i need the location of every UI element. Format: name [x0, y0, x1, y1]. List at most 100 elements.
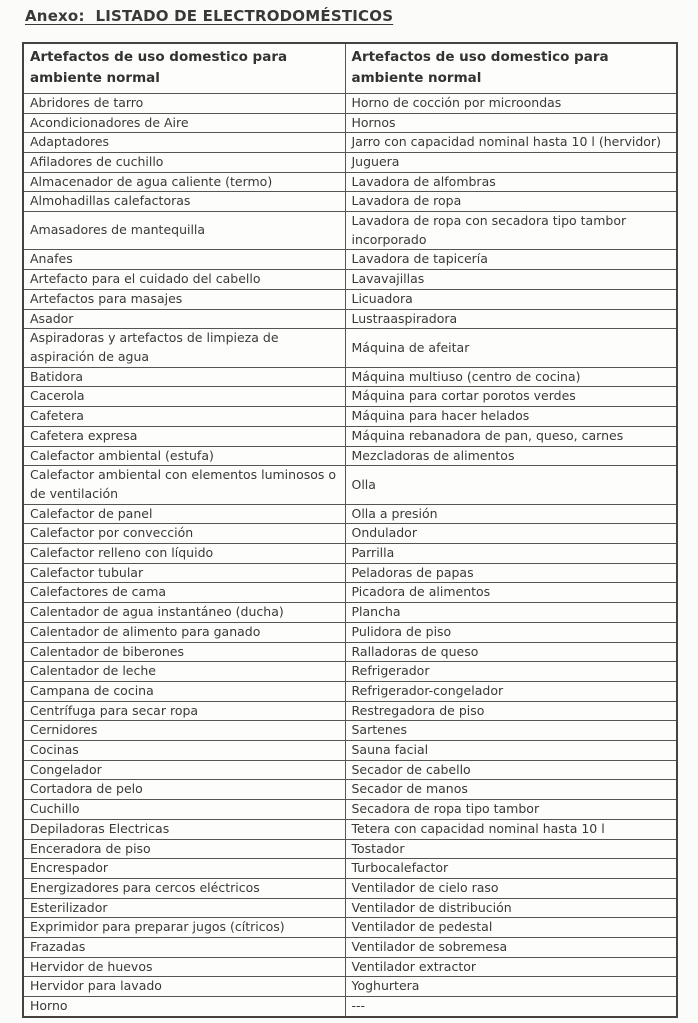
table-row: Almohadillas calefactoras Lavadora de rop…	[22, 191, 678, 213]
column-header-left: Artefactos de uso domestico para ambient…	[22, 42, 346, 94]
appliance-cell: Abridores de tarro	[22, 92, 346, 114]
appliance-cell: Anafes	[22, 249, 346, 271]
table-row: Cafetera Máquina para hacer helados	[22, 406, 678, 427]
appliance-cell: Ondulador	[344, 523, 678, 545]
appliance-cell: Hornos	[344, 112, 678, 134]
column-header-right: Artefactos de uso domestico para ambient…	[344, 42, 678, 94]
header-row: Artefactos de uso domestico para ambient…	[22, 42, 678, 94]
appliance-cell: Secador de manos	[344, 779, 678, 801]
table-row: Enceradora de piso Tostador	[22, 838, 678, 860]
table-row: Calefactor de panel Olla a presión	[22, 503, 678, 525]
appliance-cell: Energizadores para cercos eléctricos	[22, 877, 346, 899]
table-row: Calefactores de cama Picadora de alimento…	[22, 582, 678, 604]
table-row: Calefactor ambiental con elementos lumin…	[22, 465, 678, 505]
table-row: Artefacto para el cuidado del cabello Lav…	[22, 269, 678, 290]
appliance-cell: Máquina para hacer helados	[344, 406, 678, 427]
appliance-cell: Aspiradoras y artefactos de limpieza de …	[22, 328, 346, 368]
appliance-cell: Restregadora de piso	[344, 700, 678, 722]
table-row: Cafetera expresa Máquina rebanadora de pa…	[22, 425, 678, 447]
appliance-cell: Turbocalefactor	[344, 858, 678, 879]
appliance-cell: Hervidor de huevos	[22, 956, 346, 978]
appliance-cell: Artefactos para masajes	[22, 288, 346, 310]
appliance-cell: Campana de cocina	[22, 680, 346, 702]
appliance-cell: Olla a presión	[344, 503, 678, 525]
appliance-cell: Depiladoras Electricas	[22, 818, 346, 840]
appliance-cell: Asador	[22, 308, 346, 330]
table-row: Amasadores de mantequilla Lavadora de rop…	[22, 211, 678, 251]
appliance-cell: Cuchillo	[22, 799, 346, 820]
appliance-table: Artefactos de uso domestico para ambient…	[22, 42, 678, 1018]
appliance-cell: Esterilizador	[22, 897, 346, 919]
appliance-cell: Frazadas	[22, 937, 346, 958]
appliance-cell: Horno de cocción por microondas	[344, 92, 678, 114]
table-row: Congelador Secador de cabello	[22, 759, 678, 781]
appliance-cell: Máquina multiuso (centro de cocina)	[344, 366, 678, 388]
table-row: Calefactor ambiental (estufa) Mezcladoras…	[22, 445, 678, 467]
table-row: Frazadas Ventilador de sobremesa	[22, 937, 678, 958]
appliance-cell: Plancha	[344, 602, 678, 623]
table-row: Calentador de biberones Ralladoras de que…	[22, 641, 678, 663]
appliance-cell: Calefactor por convección	[22, 523, 346, 545]
appliance-cell: Máquina de afeitar	[344, 328, 678, 368]
table-row: Adaptadores Jarro con capacidad nominal h…	[22, 132, 678, 153]
appliance-cell: Cocinas	[22, 740, 346, 761]
appliance-cell: Sauna facial	[344, 740, 678, 761]
appliance-cell: Calefactor ambiental (estufa)	[22, 445, 346, 467]
appliance-cell: Calefactor ambiental con elementos lumin…	[22, 465, 346, 505]
table-row: Calefactor tubular Peladoras de papas	[22, 562, 678, 584]
appliance-cell: Almacenador de agua caliente (termo)	[22, 171, 346, 193]
appliance-cell: Cacerola	[22, 386, 346, 408]
appliance-cell: Artefacto para el cuidado del cabello	[22, 269, 346, 290]
appliance-cell: Afiladores de cuchillo	[22, 151, 346, 173]
appliance-cell: Almohadillas calefactoras	[22, 191, 346, 213]
appliance-cell: Calentador de agua instantáneo (ducha)	[22, 602, 346, 623]
appliance-cell: Refrigerador	[344, 661, 678, 682]
table-row: Almacenador de agua caliente (termo) Lava…	[22, 171, 678, 193]
table-row: Calefactor por convección Ondulador	[22, 523, 678, 545]
appliance-cell: Congelador	[22, 759, 346, 781]
table-row: Cuchillo Secadora de ropa tipo tambor	[22, 799, 678, 820]
page-title: Anexo: LISTADO DE ELECTRODOMÉSTICOS	[25, 7, 394, 25]
appliance-cell: Tostador	[344, 838, 678, 860]
appliance-cell: Sartenes	[344, 720, 678, 742]
appliance-cell: Calentador de leche	[22, 661, 346, 682]
table-row: Encrespador Turbocalefactor	[22, 858, 678, 879]
appliance-cell: Calentador de alimento para ganado	[22, 621, 346, 643]
appliance-cell: Calefactor tubular	[22, 562, 346, 584]
appliance-cell: Lavadora de ropa	[344, 191, 678, 213]
appliance-cell: Lavavajillas	[344, 269, 678, 290]
table-row: Afiladores de cuchillo Juguera	[22, 151, 678, 173]
appliance-cell: Hervidor para lavado	[22, 976, 346, 998]
appliance-cell: Cafetera expresa	[22, 425, 346, 447]
appliance-cell: Lavadora de ropa con secadora tipo tambo…	[344, 211, 678, 251]
appliance-cell: Enceradora de piso	[22, 838, 346, 860]
table-row: Esterilizador Ventilador de distribución	[22, 897, 678, 919]
appliance-cell: Horno	[22, 996, 346, 1018]
table-row: Asador Lustraaspiradora	[22, 308, 678, 330]
appliance-cell: Cafetera	[22, 406, 346, 427]
table-row: Cernidores Sartenes	[22, 720, 678, 742]
appliance-cell: Cernidores	[22, 720, 346, 742]
appliance-cell: Batidora	[22, 366, 346, 388]
appliance-cell: Centrífuga para secar ropa	[22, 700, 346, 722]
table-row: Calentador de agua instantáneo (ducha) Pl…	[22, 602, 678, 623]
table-row: Depiladoras Electricas Tetera con capacid…	[22, 818, 678, 840]
appliance-cell: Licuadora	[344, 288, 678, 310]
appliance-cell: Jarro con capacidad nominal hasta 10 l (…	[344, 132, 678, 153]
appliance-cell: Refrigerador-congelador	[344, 680, 678, 702]
appliance-cell: Yoghurtera	[344, 976, 678, 998]
table-row: Cacerola Máquina para cortar porotos verd…	[22, 386, 678, 408]
table-row: Aspiradoras y artefactos de limpieza de …	[22, 328, 678, 368]
appliance-cell: Cortadora de pelo	[22, 779, 346, 801]
appliance-cell: Lavadora de alfombras	[344, 171, 678, 193]
appliance-cell: Ventilador de distribución	[344, 897, 678, 919]
table-row: Acondicionadores de Aire Hornos	[22, 112, 678, 134]
table-row: Hervidor de huevos Ventilador extractor	[22, 956, 678, 978]
appliance-cell: Máquina rebanadora de pan, queso, carnes	[344, 425, 678, 447]
table-row: Calefactor relleno con líquido Parrilla	[22, 543, 678, 564]
appliance-table-header: Artefactos de uso domestico para ambient…	[22, 42, 678, 94]
appliance-cell: Ralladoras de queso	[344, 641, 678, 663]
appliance-cell: Secador de cabello	[344, 759, 678, 781]
table-row: Cocinas Sauna facial	[22, 740, 678, 761]
